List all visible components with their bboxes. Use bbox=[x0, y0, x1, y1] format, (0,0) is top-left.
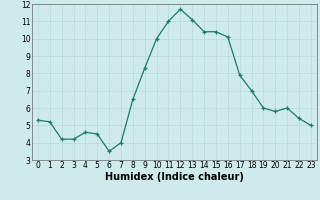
X-axis label: Humidex (Indice chaleur): Humidex (Indice chaleur) bbox=[105, 172, 244, 182]
